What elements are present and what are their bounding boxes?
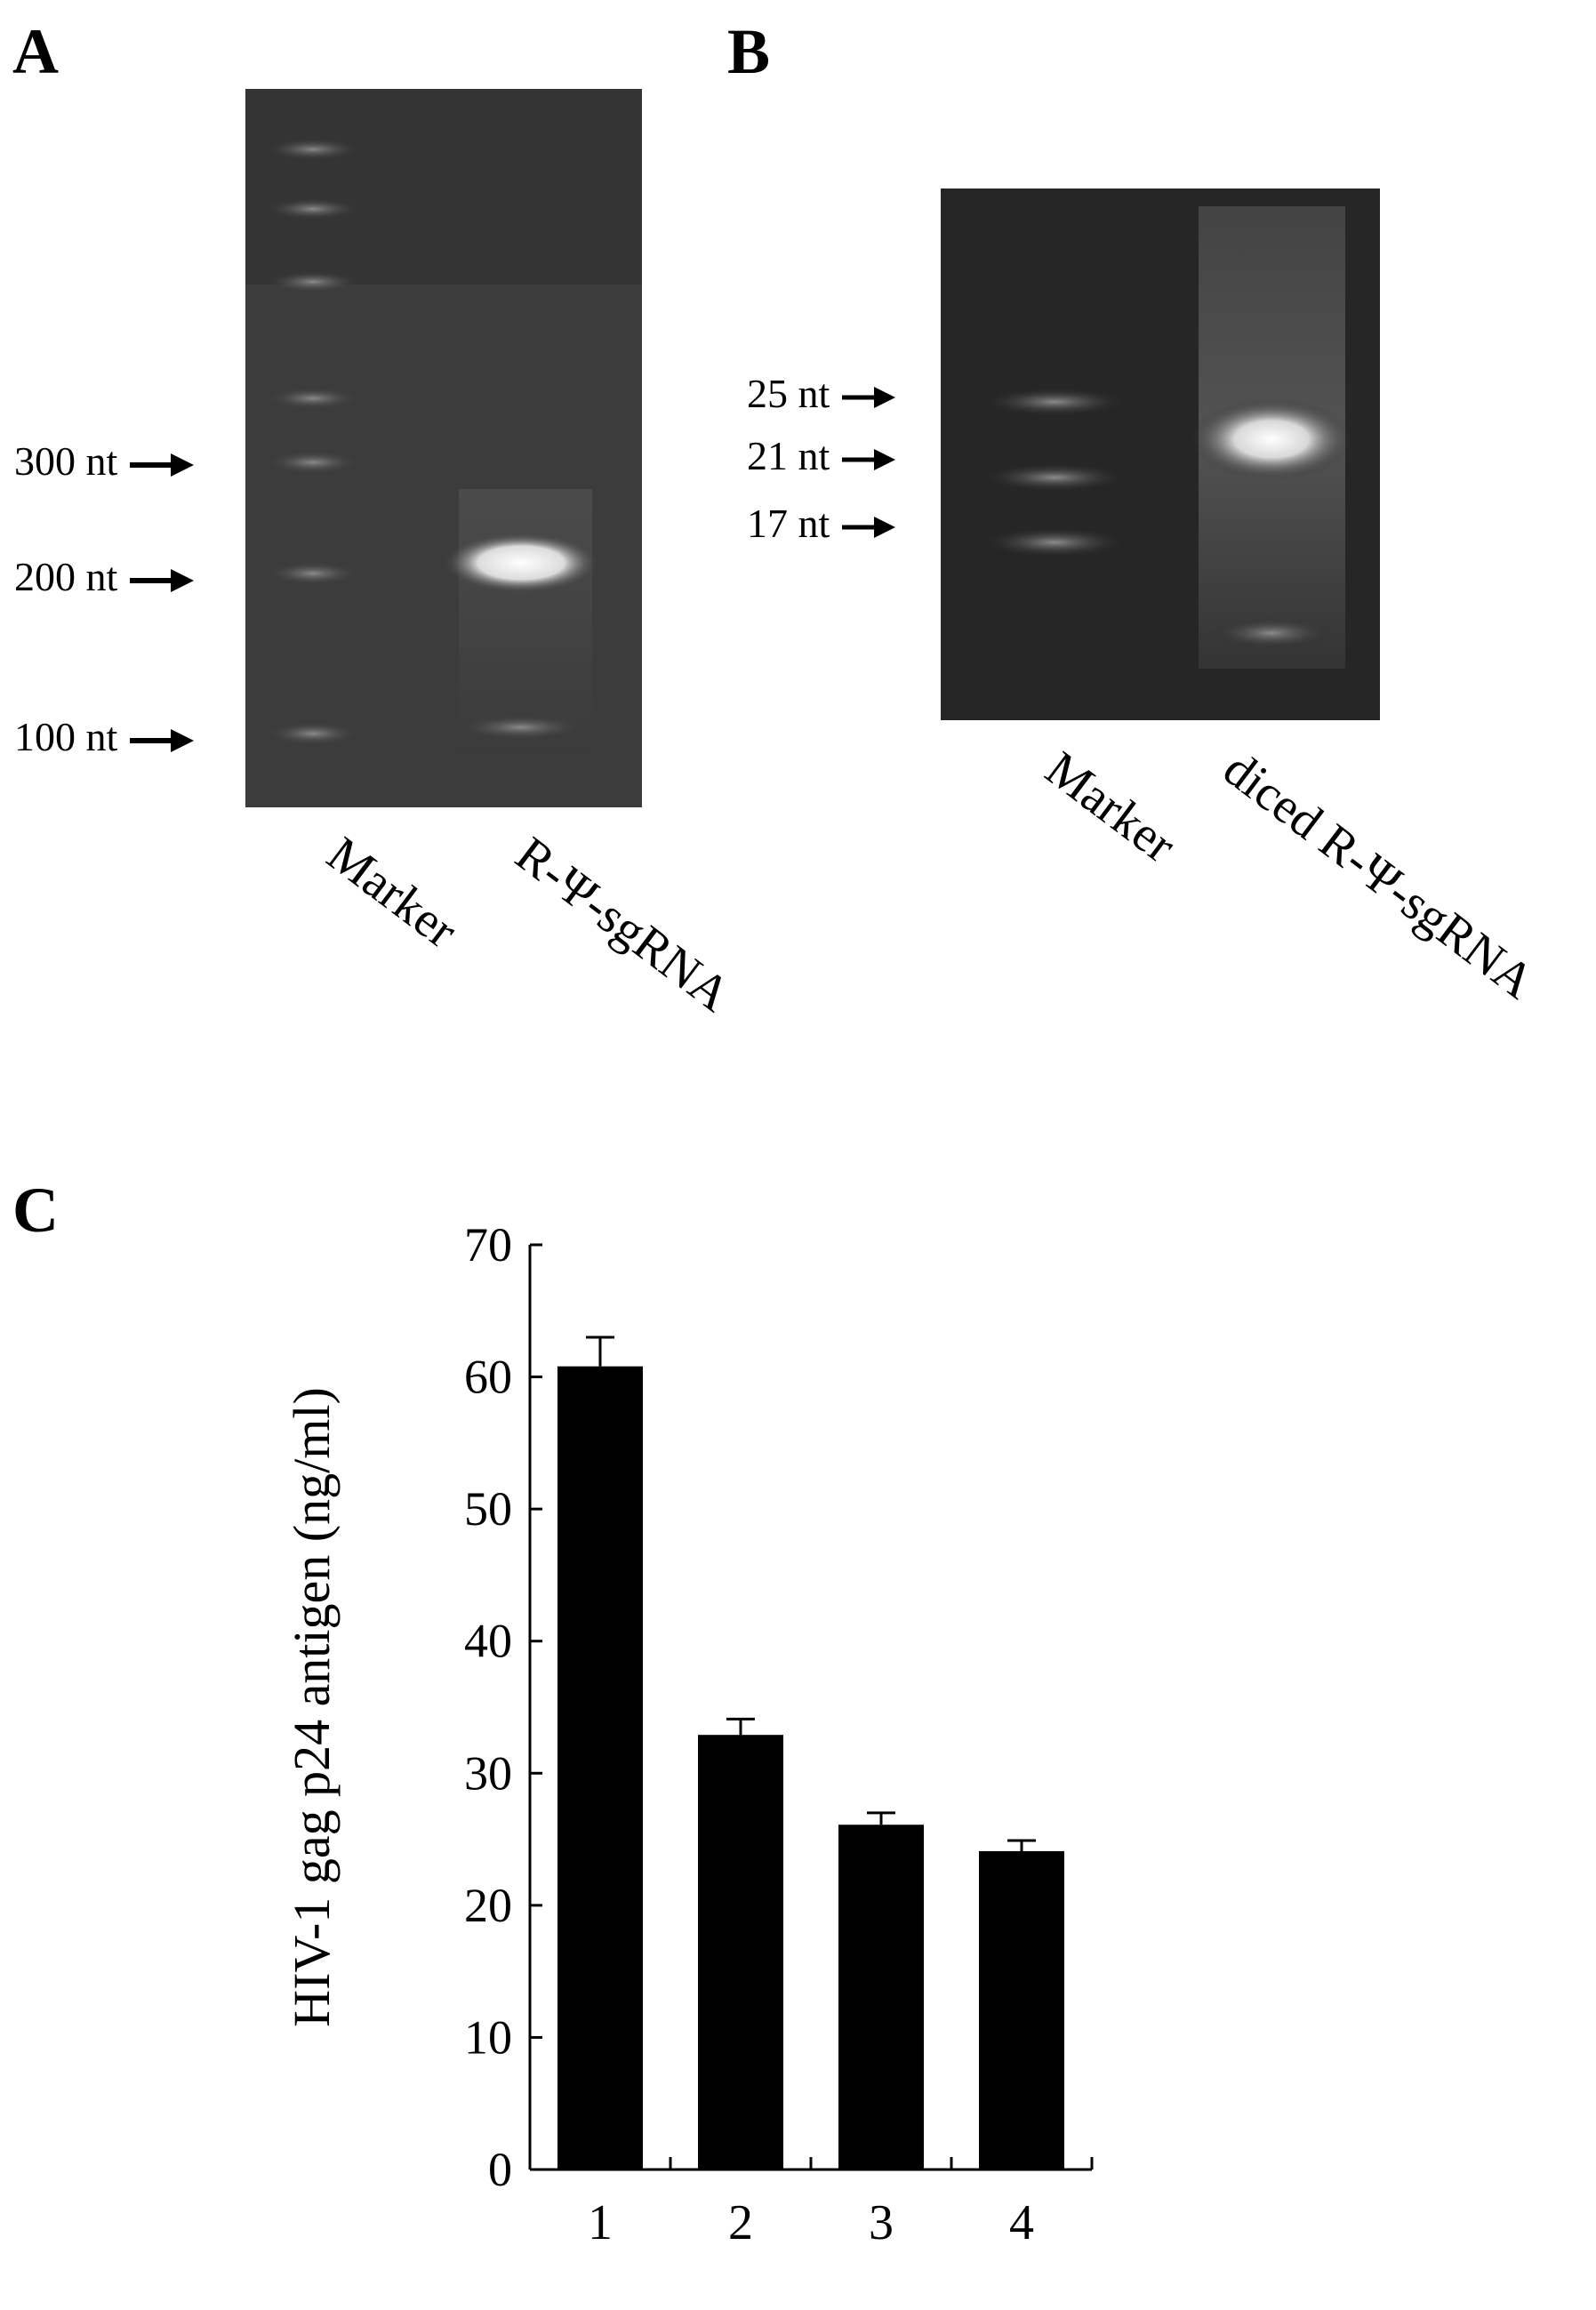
x-tick-label: 2 <box>728 2195 753 2250</box>
y-tick-label: 20 <box>464 1879 512 1932</box>
x-tick-label: 4 <box>1009 2195 1034 2250</box>
gel-image-a <box>245 89 642 807</box>
bar <box>838 1825 924 2170</box>
marker-label-b-17: 17 nt <box>747 503 895 544</box>
bar-chart: 0 10 20 30 40 50 60 70 1 2 3 4 HIV-1 gag p24 antigen… <box>283 1218 1094 2250</box>
gel-b-bands <box>941 188 1380 720</box>
lane-label-b-marker: Marker <box>1035 741 1186 874</box>
y-tick-label: 50 <box>464 1482 512 1536</box>
x-tick-label: 1 <box>588 2195 613 2250</box>
arrow-right-icon <box>841 387 895 409</box>
marker-text: 25 nt <box>747 371 830 416</box>
arrow-right-icon <box>841 517 895 539</box>
lane-label-a-marker: Marker <box>317 826 468 959</box>
marker-text: 300 nt <box>14 438 118 484</box>
panel-a-letter: A <box>12 16 59 87</box>
y-axis-label: HIV-1 gag p24 antigen (ng/ml) <box>283 1387 341 2027</box>
y-tick-label: 30 <box>464 1746 512 1800</box>
y-tick-label: 0 <box>488 2143 512 2196</box>
marker-label-b-21: 21 nt <box>747 436 895 477</box>
marker-text: 17 nt <box>747 501 830 546</box>
panel-b-letter: B <box>727 16 771 87</box>
marker-label-a-300: 300 nt <box>14 441 194 482</box>
arrow-right-icon <box>841 449 895 471</box>
arrow-right-icon <box>129 569 194 593</box>
gel-a-bands <box>245 89 642 807</box>
bar <box>557 1366 643 2170</box>
y-tick-label: 40 <box>464 1615 512 1668</box>
lane-label-a-sample: R-Ψ-sgRNA <box>505 826 741 1023</box>
marker-text: 21 nt <box>747 433 830 478</box>
y-tick-label: 70 <box>464 1218 512 1271</box>
marker-label-a-200: 200 nt <box>14 557 194 598</box>
bar <box>979 1850 1064 2170</box>
y-tick-label: 10 <box>464 2010 512 2064</box>
arrow-right-icon <box>129 453 194 477</box>
y-tick-label: 60 <box>464 1351 512 1404</box>
marker-text: 100 nt <box>14 714 118 759</box>
gel-image-b <box>941 188 1380 720</box>
x-tick-label: 3 <box>869 2195 894 2250</box>
panel-c-letter: C <box>12 1175 59 1246</box>
marker-label-b-25: 25 nt <box>747 373 895 414</box>
marker-label-a-100: 100 nt <box>14 717 194 758</box>
arrow-right-icon <box>129 729 194 753</box>
marker-text: 200 nt <box>14 554 118 599</box>
lane-label-b-sample: diced R-Ψ-sgRNA <box>1213 741 1544 1010</box>
bar <box>698 1735 783 2170</box>
